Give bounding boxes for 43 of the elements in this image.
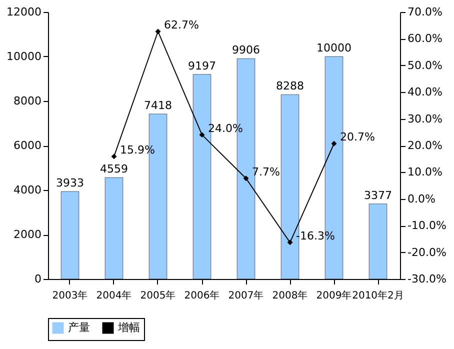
y-tick-label: 0 [34, 272, 42, 286]
x-tick-label: 2006年 [184, 290, 220, 302]
y2-tick-label: 50.0% [408, 58, 442, 72]
point [287, 240, 293, 246]
y-tick-label: 10000 [6, 50, 42, 63]
x-tick-label: 2005年 [140, 290, 176, 302]
x-tick-label: 2009年 [316, 290, 352, 302]
point [155, 28, 161, 34]
data-label: 7418 [144, 98, 172, 112]
y2-tick-label: 10.0% [408, 166, 442, 179]
x-tick-label: 2004年 [96, 290, 132, 302]
legend-label: 产量 [68, 321, 90, 334]
y2-tick-label: 30.0% [408, 112, 442, 126]
y2-tick-label: 0.0% [408, 192, 436, 206]
y-tick-label: 6000 [14, 139, 42, 152]
point [331, 140, 337, 146]
point [111, 154, 117, 160]
point [199, 132, 205, 138]
data-label: 4559 [100, 162, 128, 176]
y-tick-label: 4000 [14, 184, 42, 196]
data-label: 3377 [364, 188, 392, 202]
x-tick-label: 2010年2月 [352, 290, 404, 302]
y-tick-label: 8000 [14, 94, 42, 108]
data-label: 62.7% [164, 18, 199, 32]
legend-label: 增幅 [117, 321, 140, 334]
x-tick-label: 2003年 [52, 290, 88, 302]
data-label: 9197 [188, 59, 216, 72]
y2-tick-label: 40.0% [408, 86, 442, 99]
data-label: 9906 [232, 44, 260, 57]
y-tick-label: 2000 [14, 228, 42, 241]
point [243, 176, 249, 182]
data-label: 8288 [276, 80, 304, 93]
x-tick-label: 2008年 [272, 290, 308, 302]
y2-tick-label: 60.0% [408, 32, 442, 46]
data-label: 3933 [56, 176, 84, 190]
data-label: 10000 [316, 42, 352, 54]
y2-tick-label: -30.0% [408, 272, 446, 286]
y2-tick-label: -10.0% [408, 219, 446, 232]
y2-tick-label: -20.0% [408, 246, 446, 259]
y2-tick-label: 70.0% [408, 6, 442, 18]
y2-tick-label: 20.0% [408, 139, 442, 152]
y-tick-label: 12000 [6, 6, 42, 18]
x-tick-label: 2007年 [228, 290, 264, 302]
